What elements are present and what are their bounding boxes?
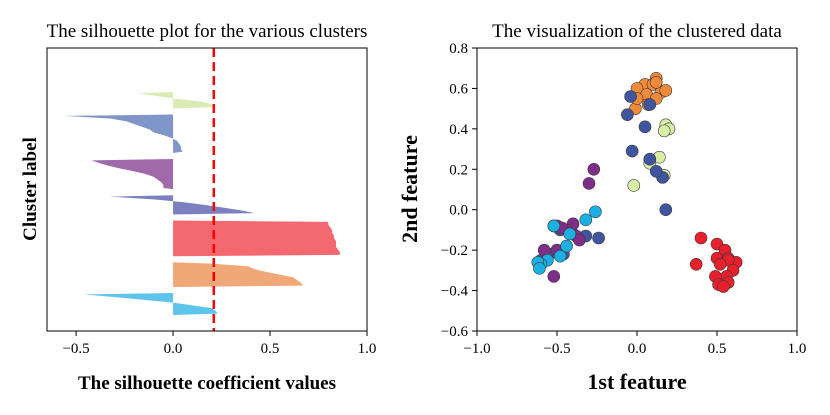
scatter-point-navy <box>659 203 673 217</box>
silhouette-cluster-5 <box>64 114 183 153</box>
scatter-x-tick-label: 1.0 <box>788 341 807 357</box>
silhouette-x-tick-label: −0.5 <box>62 341 89 357</box>
scatter-point-orange <box>659 84 673 97</box>
scatter-point-green <box>657 124 671 138</box>
scatter-point-cyan <box>563 227 577 241</box>
scatter-point-navy <box>592 231 605 245</box>
scatter-y-tick-label: −0.4 <box>441 284 469 300</box>
scatter-point-cyan <box>560 239 573 253</box>
scatter-point-purple <box>547 270 561 283</box>
silhouette-y-label: Cluster label <box>20 137 41 241</box>
silhouette-x-ticks: −0.5 0.0 0.5 1.0 <box>62 331 376 357</box>
scatter-point-red <box>713 257 727 271</box>
scatter-title: The visualization of the clustered data <box>492 21 782 42</box>
silhouette-cluster-4 <box>91 159 174 190</box>
scatter-point-purple <box>582 177 596 190</box>
silhouette-x-tick-label: 0.0 <box>164 341 183 357</box>
silhouette-cluster-6 <box>138 92 214 109</box>
silhouette-cluster-1 <box>173 262 303 287</box>
scatter-point-navy <box>643 98 657 111</box>
scatter-point-green <box>627 179 641 192</box>
silhouette-x-label: The silhouette coefficient values <box>78 373 336 394</box>
scatter-y-tick-label: −0.2 <box>441 243 468 259</box>
scatter-point-purple <box>587 162 601 176</box>
scatter-y-tick-label: 0.8 <box>449 41 468 57</box>
scatter-x-ticks: −1.0 −0.5 0.0 0.5 1.0 <box>463 331 806 357</box>
scatter-point-cyan <box>579 213 593 227</box>
scatter-y-ticks: −0.6 −0.4 −0.2 0.0 0.2 0.4 0.6 0.8 <box>441 41 477 340</box>
silhouette-title: The silhouette plot for the various clus… <box>47 21 368 42</box>
silhouette-cluster-2 <box>173 220 340 257</box>
silhouette-cluster-0 <box>83 293 218 315</box>
scatter-x-tick-label: −1.0 <box>463 341 490 357</box>
scatter-point-navy <box>638 120 652 134</box>
scatter-y-tick-label: 0.6 <box>449 81 468 97</box>
silhouette-bars <box>64 92 340 315</box>
scatter-point-red <box>694 231 708 245</box>
scatter-point-cyan <box>533 262 546 275</box>
scatter-point-navy <box>621 108 634 122</box>
silhouette-plot-frame <box>46 47 368 332</box>
scatter-point-cyan <box>553 249 567 263</box>
silhouette-x-tick-label: 1.0 <box>358 341 377 357</box>
scatter-y-tick-label: 0.2 <box>449 162 468 178</box>
scatter-point-navy <box>624 90 637 103</box>
scatter-point-navy <box>649 165 663 178</box>
scatter-x-tick-label: 0.5 <box>708 341 727 357</box>
scatter-x-tick-label: 0.0 <box>628 341 647 357</box>
scatter-point-purple <box>573 233 586 247</box>
scatter-point-navy <box>625 144 639 158</box>
scatter-x-label: 1st feature <box>587 369 686 394</box>
scatter-y-tick-label: 0.4 <box>449 122 468 138</box>
scatter-point-cyan <box>589 205 602 219</box>
scatter-x-tick-label: −0.5 <box>543 341 570 357</box>
scatter-y-tick-label: 0.0 <box>449 203 468 219</box>
scatter-y-tick-label: −0.6 <box>441 324 469 340</box>
scatter-y-label: 2nd feature <box>397 135 422 243</box>
silhouette-x-tick-label: 0.5 <box>261 341 280 357</box>
scatter-point-cyan <box>547 219 561 233</box>
scatter-points <box>531 72 743 293</box>
scatter-point-navy <box>643 152 657 166</box>
scatter-point-red <box>689 257 703 271</box>
scatter-point-red <box>717 280 730 293</box>
scatter-point-orange <box>649 76 663 89</box>
silhouette-cluster-3 <box>109 195 255 215</box>
